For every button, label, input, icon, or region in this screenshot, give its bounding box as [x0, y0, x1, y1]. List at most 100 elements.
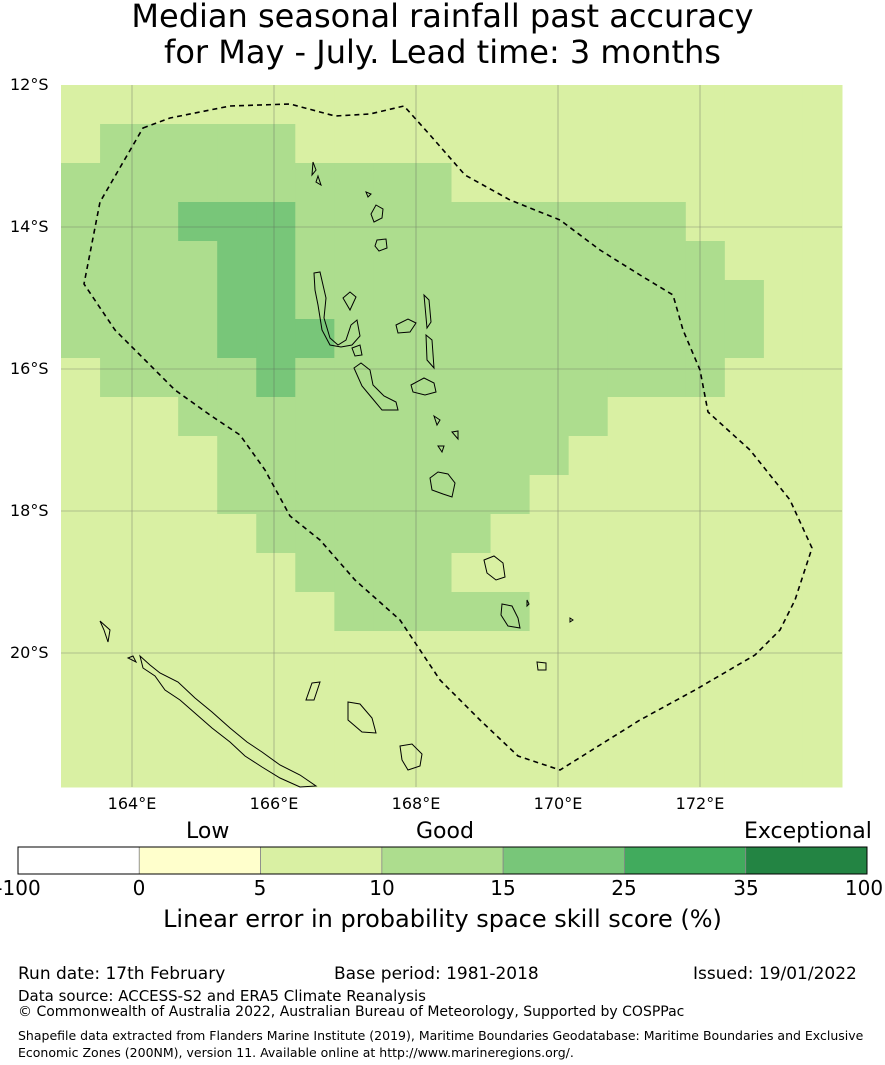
grid-cell	[763, 397, 804, 437]
grid-cell	[412, 85, 452, 125]
grid-cell	[529, 124, 570, 164]
grid-cell	[217, 124, 257, 164]
grid-cell	[607, 397, 648, 437]
grid-cell	[178, 85, 218, 125]
grid-cell	[763, 514, 804, 554]
grid-cell	[217, 358, 257, 398]
grid-cell	[139, 85, 179, 125]
grid-cell	[646, 670, 687, 710]
grid-cell	[139, 241, 179, 281]
grid-cell	[607, 241, 648, 281]
grid-cell	[568, 163, 609, 203]
grid-cell	[373, 475, 413, 515]
colorbar-segment	[745, 846, 868, 875]
grid-cell	[568, 514, 609, 554]
grid-cell	[451, 319, 492, 359]
grid-cell	[256, 319, 296, 359]
shapefile-credit: Shapefile data extracted from Flanders M…	[18, 1028, 864, 1060]
grid-cell	[568, 748, 609, 788]
colorbar-segment	[624, 846, 747, 875]
grid-cell	[256, 475, 296, 515]
grid-cell	[178, 358, 218, 398]
grid-cell	[529, 709, 570, 749]
grid-cell	[412, 553, 452, 593]
grid-cell	[451, 397, 492, 437]
grid-cell	[568, 358, 609, 398]
grid-cell	[178, 163, 218, 203]
grid-cell	[802, 163, 843, 203]
grid-cell	[685, 280, 726, 320]
grid-cell	[373, 124, 413, 164]
grid-cell	[490, 592, 531, 632]
grid-cell	[802, 475, 843, 515]
grid-cell	[724, 553, 765, 593]
grid-cell	[607, 709, 648, 749]
grid-cell	[724, 631, 765, 671]
grid-cell	[217, 553, 257, 593]
grid-cell	[490, 85, 531, 125]
grid-cell	[295, 436, 335, 476]
grid-cell	[178, 124, 218, 164]
grid-cell	[373, 592, 413, 632]
grid-cell	[256, 202, 296, 242]
grid-cell	[724, 475, 765, 515]
grid-cell	[646, 163, 687, 203]
grid-cell	[490, 241, 531, 281]
grid-cell	[763, 163, 804, 203]
grid-cell	[412, 592, 452, 632]
grid-cell	[646, 592, 687, 632]
grid-cell	[685, 475, 726, 515]
colorbar-segment	[17, 846, 140, 875]
grid-cell	[61, 631, 101, 671]
colorbar-tick: 15	[490, 876, 516, 900]
grid-cell	[568, 592, 609, 632]
grid-cell	[139, 202, 179, 242]
grid-cell	[451, 748, 492, 788]
grid-cell	[217, 475, 257, 515]
grid-cell	[724, 709, 765, 749]
grid-cell	[334, 319, 374, 359]
run-date: Run date: 17th February	[18, 964, 226, 984]
grid-cell	[763, 124, 804, 164]
grid-cell	[802, 670, 843, 710]
grid-cell	[373, 553, 413, 593]
grid-cell	[763, 85, 804, 125]
colorbar-tick: 35	[733, 876, 759, 900]
lat-label-18s: 18°S	[10, 501, 49, 520]
grid-cell	[139, 436, 179, 476]
grid-cell	[334, 631, 374, 671]
colorbar	[17, 846, 868, 875]
grid-cell	[607, 514, 648, 554]
colorbar-tick: 100	[844, 876, 884, 900]
grid-cell	[100, 670, 140, 710]
grid-cell	[607, 202, 648, 242]
grid-cell	[334, 241, 374, 281]
grid-cell	[295, 241, 335, 281]
grid-cell	[607, 436, 648, 476]
rainfall-accuracy-map	[61, 85, 843, 788]
grid-cell	[100, 163, 140, 203]
grid-cell	[373, 319, 413, 359]
grid-cell	[529, 397, 570, 437]
grid-cell	[685, 709, 726, 749]
grid-cell	[295, 553, 335, 593]
grid-cell	[607, 358, 648, 398]
grid-cell	[451, 124, 492, 164]
grid-cell	[763, 436, 804, 476]
grid-cell	[295, 397, 335, 437]
grid-cell	[763, 709, 804, 749]
grid-cell	[568, 709, 609, 749]
grid-cell	[256, 592, 296, 632]
grid-cell	[568, 631, 609, 671]
grid-cell	[724, 163, 765, 203]
grid-cell	[451, 436, 492, 476]
grid-cell	[61, 553, 101, 593]
colorbar-category-exceptional: Exceptional	[744, 819, 872, 844]
eez-boundary	[83, 103, 813, 771]
lon-label-166e: 166°E	[249, 794, 299, 813]
grid-cell	[646, 319, 687, 359]
grid-cell	[802, 514, 843, 554]
map-gridlines	[61, 85, 842, 787]
grid-cell	[295, 475, 335, 515]
skill-grid	[61, 85, 843, 788]
